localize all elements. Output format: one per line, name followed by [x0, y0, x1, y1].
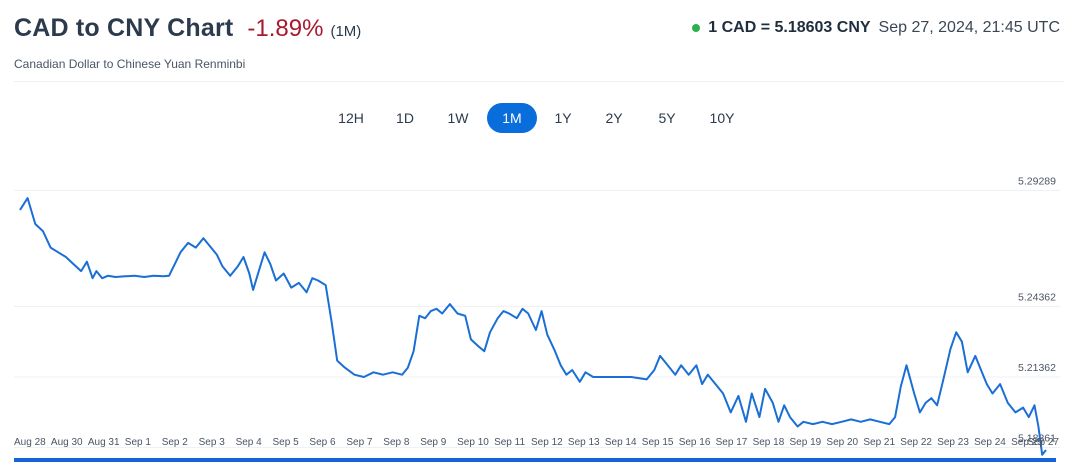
x-tick-label: Aug 28	[14, 437, 46, 448]
tab-1y[interactable]: 1Y	[554, 110, 572, 126]
y-tick-label: 5.24362	[1018, 291, 1056, 303]
x-tick-label: Aug 31	[88, 437, 120, 448]
x-tick-label: Sep 20	[826, 437, 858, 448]
x-tick-label: Sep 7	[346, 437, 373, 448]
series-line	[19, 197, 1047, 456]
title-row: CAD to CNY Chart -1.89% (1M)	[14, 14, 361, 43]
x-tick-label: Sep 27	[1027, 437, 1059, 448]
tab-12h[interactable]: 12H	[338, 110, 364, 126]
page-title: CAD to CNY Chart	[14, 14, 234, 42]
current-rate: 1 CAD = 5.18603 CNY Sep 27, 2024, 21:45 …	[692, 19, 1060, 37]
tab-2y[interactable]: 2Y	[605, 110, 623, 126]
y-tick-label: 5.21362	[1018, 362, 1056, 374]
x-tick-label: Sep 9	[420, 437, 447, 448]
x-tick-label: Sep 10	[457, 437, 489, 448]
live-dot-icon	[692, 24, 701, 32]
x-tick-label: Sep 24	[974, 437, 1006, 448]
x-tick-label: Sep 16	[679, 437, 711, 448]
x-tick-label: Sep 8	[383, 437, 410, 448]
x-tick-label: Sep 22	[900, 437, 932, 448]
x-tick-label: Sep 18	[753, 437, 785, 448]
x-tick-label: Sep 17	[716, 437, 748, 448]
x-tick-label: Sep 4	[236, 437, 263, 448]
x-tick-label: Sep 2	[162, 437, 189, 448]
x-tick-label: Sep 5	[273, 437, 300, 448]
tab-10y[interactable]: 10Y	[709, 110, 735, 126]
x-tick-label: Sep 21	[863, 437, 895, 448]
period-label: (1M)	[330, 23, 362, 40]
x-tick-label: Sep 15	[642, 437, 674, 448]
x-tick-label: Sep 13	[568, 437, 600, 448]
rate-timestamp: Sep 27, 2024, 21:45 UTC	[878, 19, 1060, 36]
change-percent: -1.89%	[247, 15, 324, 42]
tab-1d[interactable]: 1D	[396, 110, 414, 126]
x-tick-label: Sep 3	[199, 437, 226, 448]
x-tick-label: Aug 30	[51, 437, 83, 448]
x-tick-label: Sep 23	[937, 437, 969, 448]
tab-1w[interactable]: 1W	[447, 110, 469, 126]
x-tick-label: Sep 1	[125, 437, 152, 448]
y-tick-label: 5.29289	[1018, 175, 1056, 187]
range-tabs: 12H 1D 1W 1M 1Y 2Y 5Y 10Y	[0, 103, 1080, 133]
x-tick-label: Sep 19	[790, 437, 822, 448]
y-tick-label: 5.18361	[1018, 433, 1056, 445]
page-subtitle: Canadian Dollar to Chinese Yuan Renminbi	[14, 57, 246, 71]
x-tick-label: Sep 25	[1011, 437, 1043, 448]
x-tick-label: Sep 12	[531, 437, 563, 448]
range-scrollbar[interactable]	[14, 458, 1056, 462]
rate-value: 1 CAD = 5.18603 CNY	[708, 19, 871, 36]
x-tick-label: Sep 6	[309, 437, 336, 448]
rate-chart: 5.29289 5.24362 5.21362 5.18361 Aug 28 Aug 30…	[14, 175, 1060, 456]
header-divider	[14, 81, 1064, 82]
tab-5y[interactable]: 5Y	[658, 110, 676, 126]
x-tick-label: Sep 14	[605, 437, 637, 448]
tab-1m[interactable]: 1M	[487, 103, 537, 133]
x-tick-label: Sep 11	[494, 437, 525, 448]
